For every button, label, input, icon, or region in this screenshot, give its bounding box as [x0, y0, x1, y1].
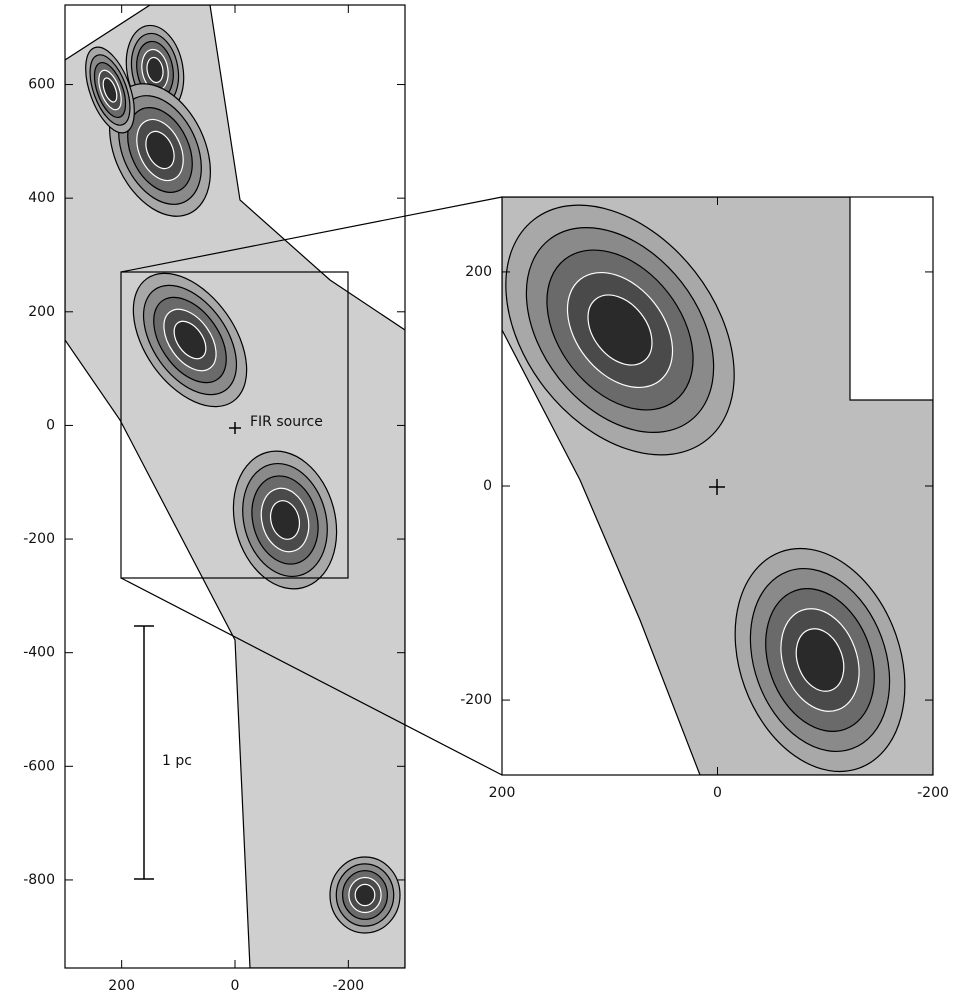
contour — [355, 884, 375, 905]
x-tick-label: -200 — [332, 978, 364, 994]
y-tick-label: 400 — [28, 190, 55, 206]
scale-bar — [134, 626, 154, 879]
y-tick-label: 0 — [46, 417, 55, 433]
x-tick-label: -200 — [917, 785, 949, 801]
y-tick-label: -800 — [23, 872, 55, 888]
left-map — [65, 5, 405, 968]
y-tick-label: 200 — [465, 264, 492, 280]
y-tick-label: -600 — [23, 758, 55, 774]
y-tick-label: -200 — [23, 531, 55, 547]
y-tick-label: 600 — [28, 77, 55, 93]
page: FIR source 1 pc 600 400 200 0 -200 -400 -600 -8… — [0, 0, 962, 994]
annotation: FIR source — [250, 414, 323, 430]
y-tick-label: 200 — [28, 304, 55, 320]
right-map — [459, 161, 935, 795]
x-tick-label: 0 — [713, 785, 722, 801]
annotation: 1 pc — [162, 753, 192, 769]
x-tick-label: 200 — [108, 978, 135, 994]
figure: FIR source 1 pc 600 400 200 0 -200 -400 -600 -8… — [0, 0, 962, 994]
x-tick-label: 200 — [489, 785, 516, 801]
y-tick-label: -200 — [460, 692, 492, 708]
y-tick-label: -400 — [23, 645, 55, 661]
y-tick-label: 0 — [483, 478, 492, 494]
x-tick-label: 0 — [231, 978, 240, 994]
